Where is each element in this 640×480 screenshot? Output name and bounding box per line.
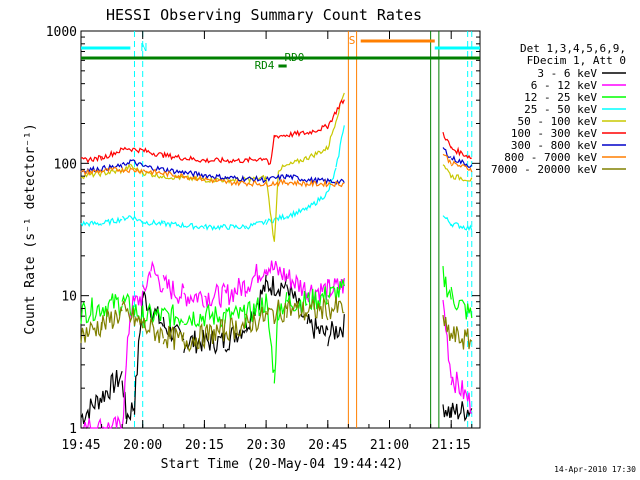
y-axis-label: Count Rate (s⁻¹ detector⁻¹) [23,123,38,334]
legend-header-line-1: Det 1,3,4,5,6,9, [520,42,626,55]
annotation-label-3: RD4 [255,59,275,72]
plot-area [80,30,481,429]
legend-label-3: 25 - 50 keV [524,103,597,116]
x-tick-label-1: 20:00 [123,438,162,453]
x-tick-label-5: 21:00 [370,438,409,453]
legend-label-7: 800 - 7000 keV [504,151,597,164]
print-timestamp: 14-Apr-2010 17:30 [554,465,636,474]
chart-title: HESSI Observing Summary Count Rates [106,6,422,24]
y-tick-label-1: 10 [61,290,77,305]
annotation-label-1: S [349,34,356,47]
series-line-7 [80,153,473,188]
x-tick-label-2: 20:15 [185,438,224,453]
annotation-label-2: RD0 [285,51,305,64]
x-tick-label-6: 21:15 [432,438,471,453]
annotation-label-0: N [141,41,148,54]
legend-header-line-2: FDecim 1, Att 0 [527,54,626,67]
legend-label-6: 300 - 800 keV [511,139,597,152]
legend-label-1: 6 - 12 keV [531,79,598,92]
series-line-6 [80,147,473,186]
x-axis-label: Start Time (20-May-04 19:44:42) [161,457,404,472]
legend-label-5: 100 - 300 keV [511,127,597,140]
legend-label-0: 3 - 6 keV [537,67,597,80]
legend-label-8: 7000 - 20000 keV [491,163,597,176]
legend-label-2: 12 - 25 keV [524,91,597,104]
legend-label-4: 50 - 100 keV [518,115,598,128]
y-tick-label-0: 1 [69,422,77,437]
legend: Det 1,3,4,5,6,9, FDecim 1, Att 0 3 - 6 k… [491,42,626,176]
y-tick-label-3: 1000 [46,25,77,40]
x-tick-label-3: 20:30 [247,438,286,453]
series-line-5 [80,99,472,166]
series-line-8 [80,296,473,353]
y-tick-label-2: 100 [54,157,77,172]
x-tick-label-4: 20:45 [308,438,347,453]
x-tick-label-0: 19:45 [61,438,100,453]
